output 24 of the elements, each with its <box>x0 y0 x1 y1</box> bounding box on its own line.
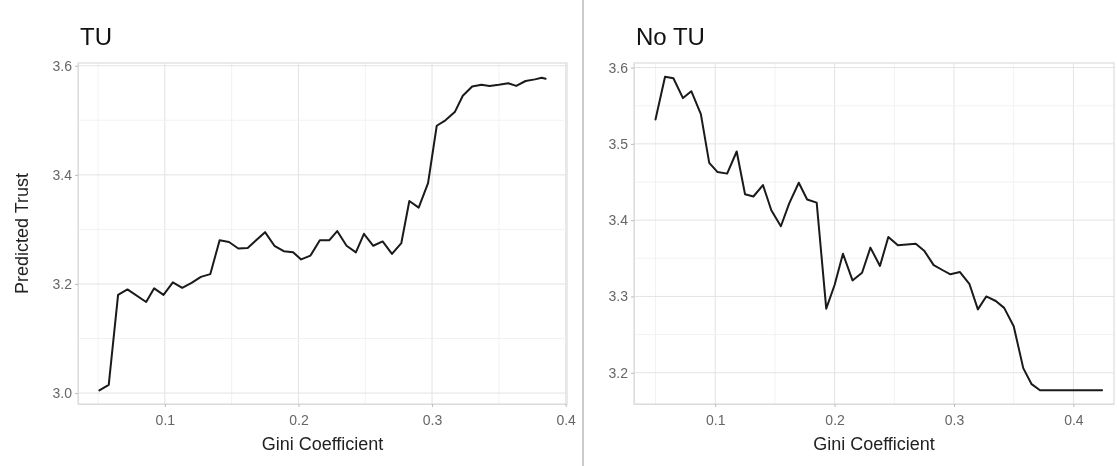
x-tick-label: 0.1 <box>705 412 726 429</box>
y-tick-label: 3.6 <box>608 59 629 76</box>
x-tick-label: 0.4 <box>1064 412 1084 429</box>
y-tick-label: 3.6 <box>52 57 73 74</box>
line-series <box>654 75 1104 392</box>
x-tick-label: 0.1 <box>155 412 176 429</box>
x-tick-label: 0.3 <box>422 412 443 429</box>
y-tick-label: 3.0 <box>52 385 73 402</box>
y-tick-label: 3.3 <box>608 288 629 305</box>
x-tick-label: 0.3 <box>944 412 965 429</box>
y-tick-label: 3.2 <box>608 364 629 381</box>
y-tick-label: 3.4 <box>608 212 629 229</box>
x-axis-title: Gini Coefficient <box>261 434 384 454</box>
line-series <box>98 76 547 392</box>
y-tick-label: 3.2 <box>52 275 73 292</box>
chart-title: TU <box>80 23 112 50</box>
y-tick-label: 3.5 <box>608 135 629 152</box>
y-axis-title: Predicted Trust <box>12 172 32 295</box>
x-tick-label: 0.2 <box>825 412 846 429</box>
x-tick-label: 0.2 <box>289 412 309 429</box>
x-tick-label: 0.4 <box>556 412 577 429</box>
chart-title: No TU <box>636 23 705 50</box>
y-tick-label: 3.4 <box>52 166 73 183</box>
x-axis-title: Gini Coefficient <box>813 434 935 454</box>
